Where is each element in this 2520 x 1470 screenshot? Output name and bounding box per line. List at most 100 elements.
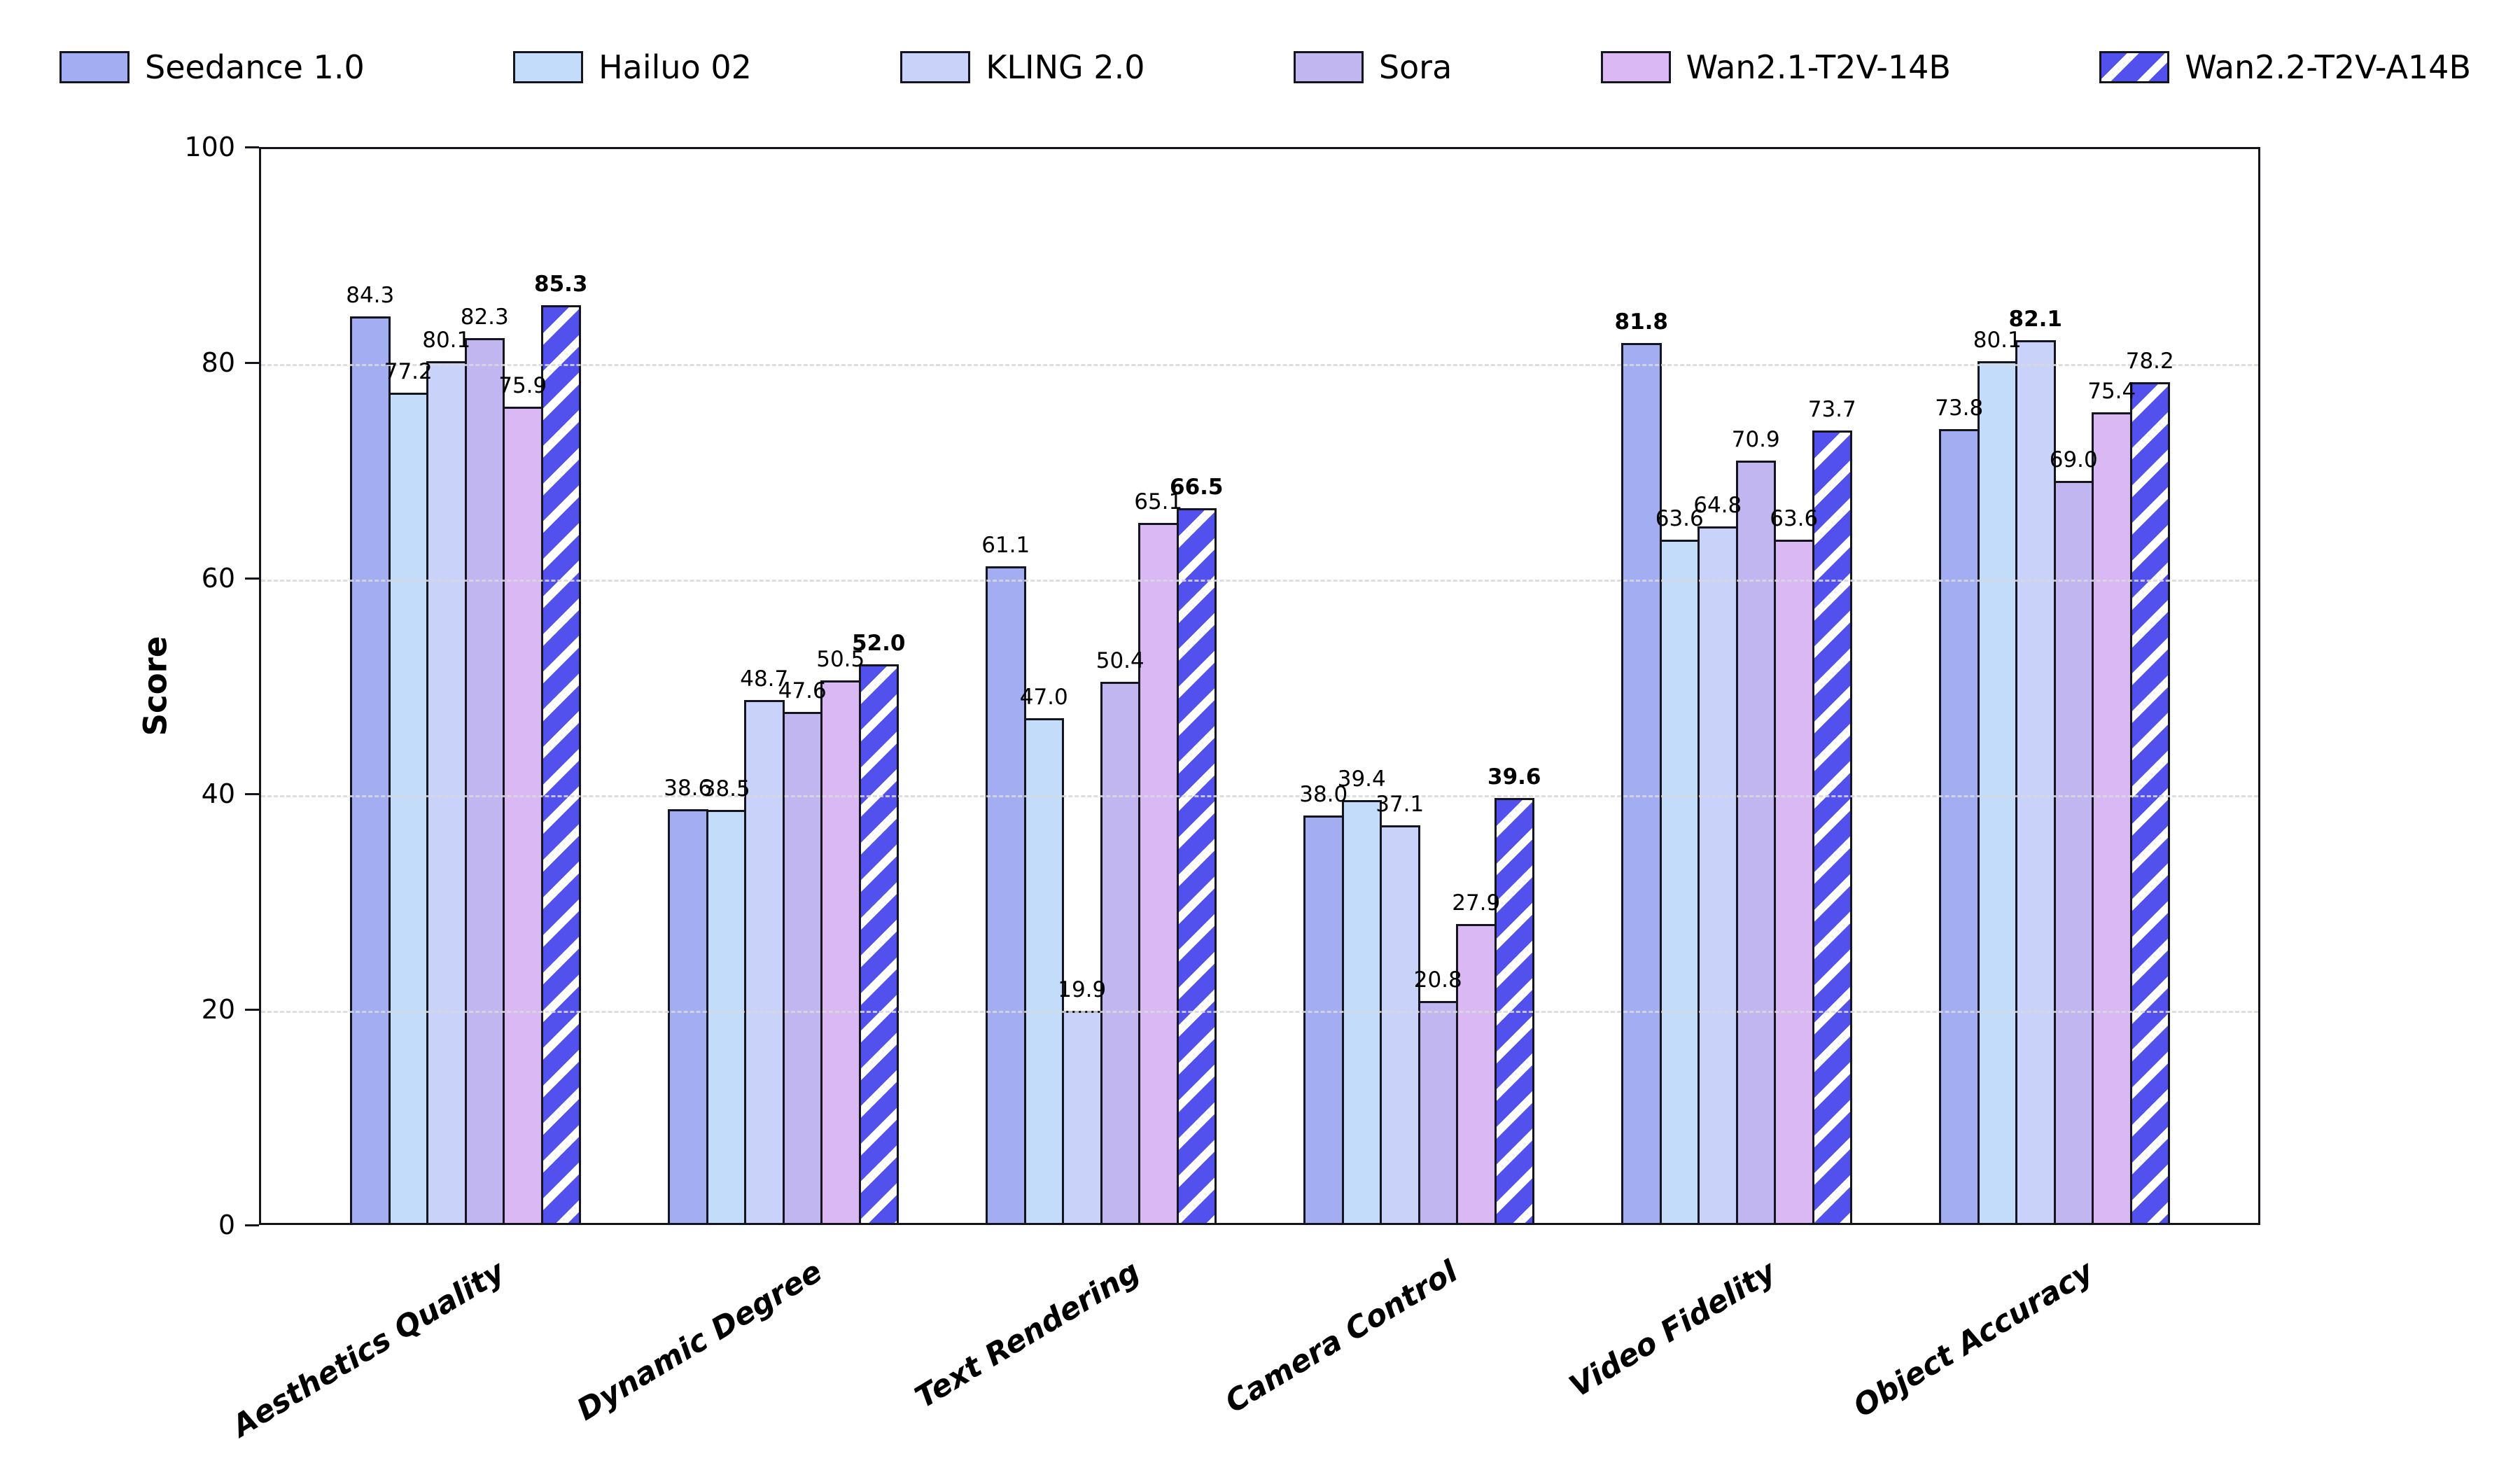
legend-item-kling-2-0: KLING 2.0 xyxy=(900,51,1144,83)
x-tick-label-object-accuracy: Object Accuracy xyxy=(1847,1254,2100,1425)
legend: Seedance 1.0 Hailuo 02 KLING 2.0 Sora Wan2.1… xyxy=(59,34,2471,101)
legend-item-wan2-2-t2v-a14b: Wan2.2-T2V-A14B xyxy=(2099,51,2471,83)
value-label-aesthetics-quality-wan2-2-t2v-a14b: 85.3 xyxy=(534,272,588,298)
legend-item-hailuo-02: Hailuo 02 xyxy=(513,51,752,83)
bar-object-accuracy-seedance-1-0 xyxy=(1939,429,1980,1225)
value-label-object-accuracy-kling-2-0: 82.1 xyxy=(2008,306,2063,332)
bar-object-accuracy-sora xyxy=(2053,481,2094,1225)
value-label-video-fidelity-seedance-1-0: 81.8 xyxy=(1614,309,1669,335)
value-label-camera-control-sora: 20.8 xyxy=(1413,967,1462,993)
x-tick-label-camera-control: Camera Control xyxy=(1219,1254,1464,1420)
bar-video-fidelity-kling-2-0 xyxy=(1698,526,1738,1225)
value-label-video-fidelity-hailuo-02: 63.6 xyxy=(1655,505,1704,531)
value-label-aesthetics-quality-wan2-1-t2v-14b: 75.9 xyxy=(498,373,547,399)
bar-camera-control-seedance-1-0 xyxy=(1303,815,1344,1225)
legend-item-seedance-1-0: Seedance 1.0 xyxy=(59,51,365,83)
legend-label: Wan2.1-T2V-14B xyxy=(1686,48,1951,86)
bar-aesthetics-quality-wan2-1-t2v-14b xyxy=(503,407,543,1225)
value-label-text-rendering-seedance-1-0: 61.1 xyxy=(981,533,1030,559)
bar-object-accuracy-wan2-1-t2v-14b xyxy=(2092,412,2132,1225)
legend-swatch-kling-2-0 xyxy=(900,51,971,83)
bar-video-fidelity-wan2-1-t2v-14b xyxy=(1774,539,1814,1225)
legend-label: Hailuo 02 xyxy=(598,48,752,86)
value-label-video-fidelity-sora: 70.9 xyxy=(1731,427,1780,453)
value-label-dynamic-degree-hailuo-02: 38.5 xyxy=(701,776,750,802)
value-label-dynamic-degree-seedance-1-0: 38.6 xyxy=(664,775,713,801)
value-label-aesthetics-quality-hailuo-02: 77.2 xyxy=(384,359,433,385)
value-label-aesthetics-quality-seedance-1-0: 84.3 xyxy=(346,282,395,308)
legend-label: Wan2.2-T2V-A14B xyxy=(2185,48,2471,86)
bar-video-fidelity-seedance-1-0 xyxy=(1621,343,1662,1225)
bar-camera-control-wan2-1-t2v-14b xyxy=(1456,924,1497,1225)
value-label-dynamic-degree-wan2-2-t2v-a14b: 52.0 xyxy=(852,631,906,657)
x-tick-label-text-rendering: Text Rendering xyxy=(909,1254,1147,1416)
y-tick-label-100: 100 xyxy=(184,132,235,162)
y-tick-mark-80 xyxy=(245,362,259,364)
y-axis-title: Score xyxy=(136,636,174,736)
value-label-video-fidelity-kling-2-0: 64.8 xyxy=(1693,493,1742,519)
y-tick-label-40: 40 xyxy=(201,778,235,809)
bar-video-fidelity-sora xyxy=(1735,461,1776,1225)
value-label-video-fidelity-wan2-1-t2v-14b: 63.6 xyxy=(1770,505,1819,531)
value-label-object-accuracy-hailuo-02: 80.1 xyxy=(1973,328,2022,354)
bar-object-accuracy-kling-2-0 xyxy=(2015,340,2056,1225)
bar-camera-control-hailuo-02 xyxy=(1341,800,1382,1225)
value-label-camera-control-hailuo-02: 39.4 xyxy=(1337,766,1386,792)
value-label-aesthetics-quality-kling-2-0: 80.1 xyxy=(422,328,471,354)
legend-swatch-sora xyxy=(1293,51,1364,83)
value-label-camera-control-wan2-2-t2v-a14b: 39.6 xyxy=(1488,764,1541,790)
y-tick-mark-0 xyxy=(245,1224,259,1226)
bar-video-fidelity-wan2-2-t2v-a14b xyxy=(1812,430,1852,1225)
value-label-camera-control-seedance-1-0: 38.0 xyxy=(1299,781,1348,807)
bar-dynamic-degree-hailuo-02 xyxy=(706,810,746,1225)
value-label-camera-control-kling-2-0: 37.1 xyxy=(1376,791,1424,817)
legend-swatch-hailuo-02 xyxy=(513,51,584,83)
value-label-text-rendering-sora: 50.4 xyxy=(1096,648,1144,673)
bar-object-accuracy-wan2-2-t2v-a14b xyxy=(2129,382,2170,1225)
bar-text-rendering-hailuo-02 xyxy=(1023,718,1064,1225)
value-label-camera-control-wan2-1-t2v-14b: 27.9 xyxy=(1452,890,1501,916)
bar-dynamic-degree-sora xyxy=(782,711,822,1225)
x-tick-label-aesthetics-quality: Aesthetics Quality xyxy=(225,1254,511,1445)
bar-text-rendering-seedance-1-0 xyxy=(986,566,1026,1225)
legend-swatch-seedance-1-0 xyxy=(59,51,130,83)
value-label-video-fidelity-wan2-2-t2v-a14b: 73.7 xyxy=(1807,397,1856,423)
legend-label: Sora xyxy=(1378,48,1452,86)
bar-text-rendering-wan2-1-t2v-14b xyxy=(1138,523,1179,1225)
bar-aesthetics-quality-sora xyxy=(464,337,505,1225)
bar-text-rendering-kling-2-0 xyxy=(1062,1010,1102,1225)
legend-item-wan2-1-t2v-14b: Wan2.1-T2V-14B xyxy=(1600,48,1951,86)
legend-swatch-wan2-1-t2v-14b xyxy=(1600,51,1671,83)
value-label-text-rendering-hailuo-02: 47.0 xyxy=(1019,685,1068,710)
y-tick-label-0: 0 xyxy=(218,1210,235,1240)
value-label-object-accuracy-wan2-1-t2v-14b: 75.4 xyxy=(2087,378,2136,404)
legend-label: KLING 2.0 xyxy=(986,48,1145,86)
value-label-object-accuracy-seedance-1-0: 73.8 xyxy=(1935,396,1984,421)
value-label-dynamic-degree-sora: 47.6 xyxy=(778,678,827,704)
bar-object-accuracy-hailuo-02 xyxy=(1977,361,2017,1225)
bar-aesthetics-quality-seedance-1-0 xyxy=(350,316,391,1225)
bar-dynamic-degree-seedance-1-0 xyxy=(668,808,708,1225)
bar-text-rendering-sora xyxy=(1100,681,1140,1225)
bar-text-rendering-wan2-2-t2v-a14b xyxy=(1176,507,1217,1225)
value-label-aesthetics-quality-sora: 82.3 xyxy=(460,304,509,330)
value-label-text-rendering-wan2-1-t2v-14b: 65.1 xyxy=(1134,489,1183,515)
value-label-object-accuracy-sora: 69.0 xyxy=(2049,447,2098,473)
y-tick-label-80: 80 xyxy=(201,347,235,378)
bar-dynamic-degree-wan2-2-t2v-a14b xyxy=(858,664,899,1225)
y-tick-label-20: 20 xyxy=(201,994,235,1025)
value-label-object-accuracy-wan2-2-t2v-a14b: 78.2 xyxy=(2125,348,2174,374)
legend-item-sora: Sora xyxy=(1293,48,1452,86)
bar-aesthetics-quality-wan2-2-t2v-a14b xyxy=(540,305,581,1225)
y-tick-mark-60 xyxy=(245,578,259,580)
value-label-text-rendering-kling-2-0: 19.9 xyxy=(1058,976,1107,1002)
value-label-text-rendering-wan2-2-t2v-a14b: 66.5 xyxy=(1170,474,1224,500)
value-label-dynamic-degree-wan2-1-t2v-14b: 50.5 xyxy=(816,647,865,673)
bar-dynamic-degree-wan2-1-t2v-14b xyxy=(820,680,861,1225)
bar-aesthetics-quality-hailuo-02 xyxy=(388,393,428,1225)
legend-label: Seedance 1.0 xyxy=(145,48,365,86)
x-tick-label-dynamic-degree: Dynamic Degree xyxy=(570,1254,829,1428)
y-tick-label-60: 60 xyxy=(201,563,235,594)
bar-camera-control-sora xyxy=(1418,1000,1458,1225)
